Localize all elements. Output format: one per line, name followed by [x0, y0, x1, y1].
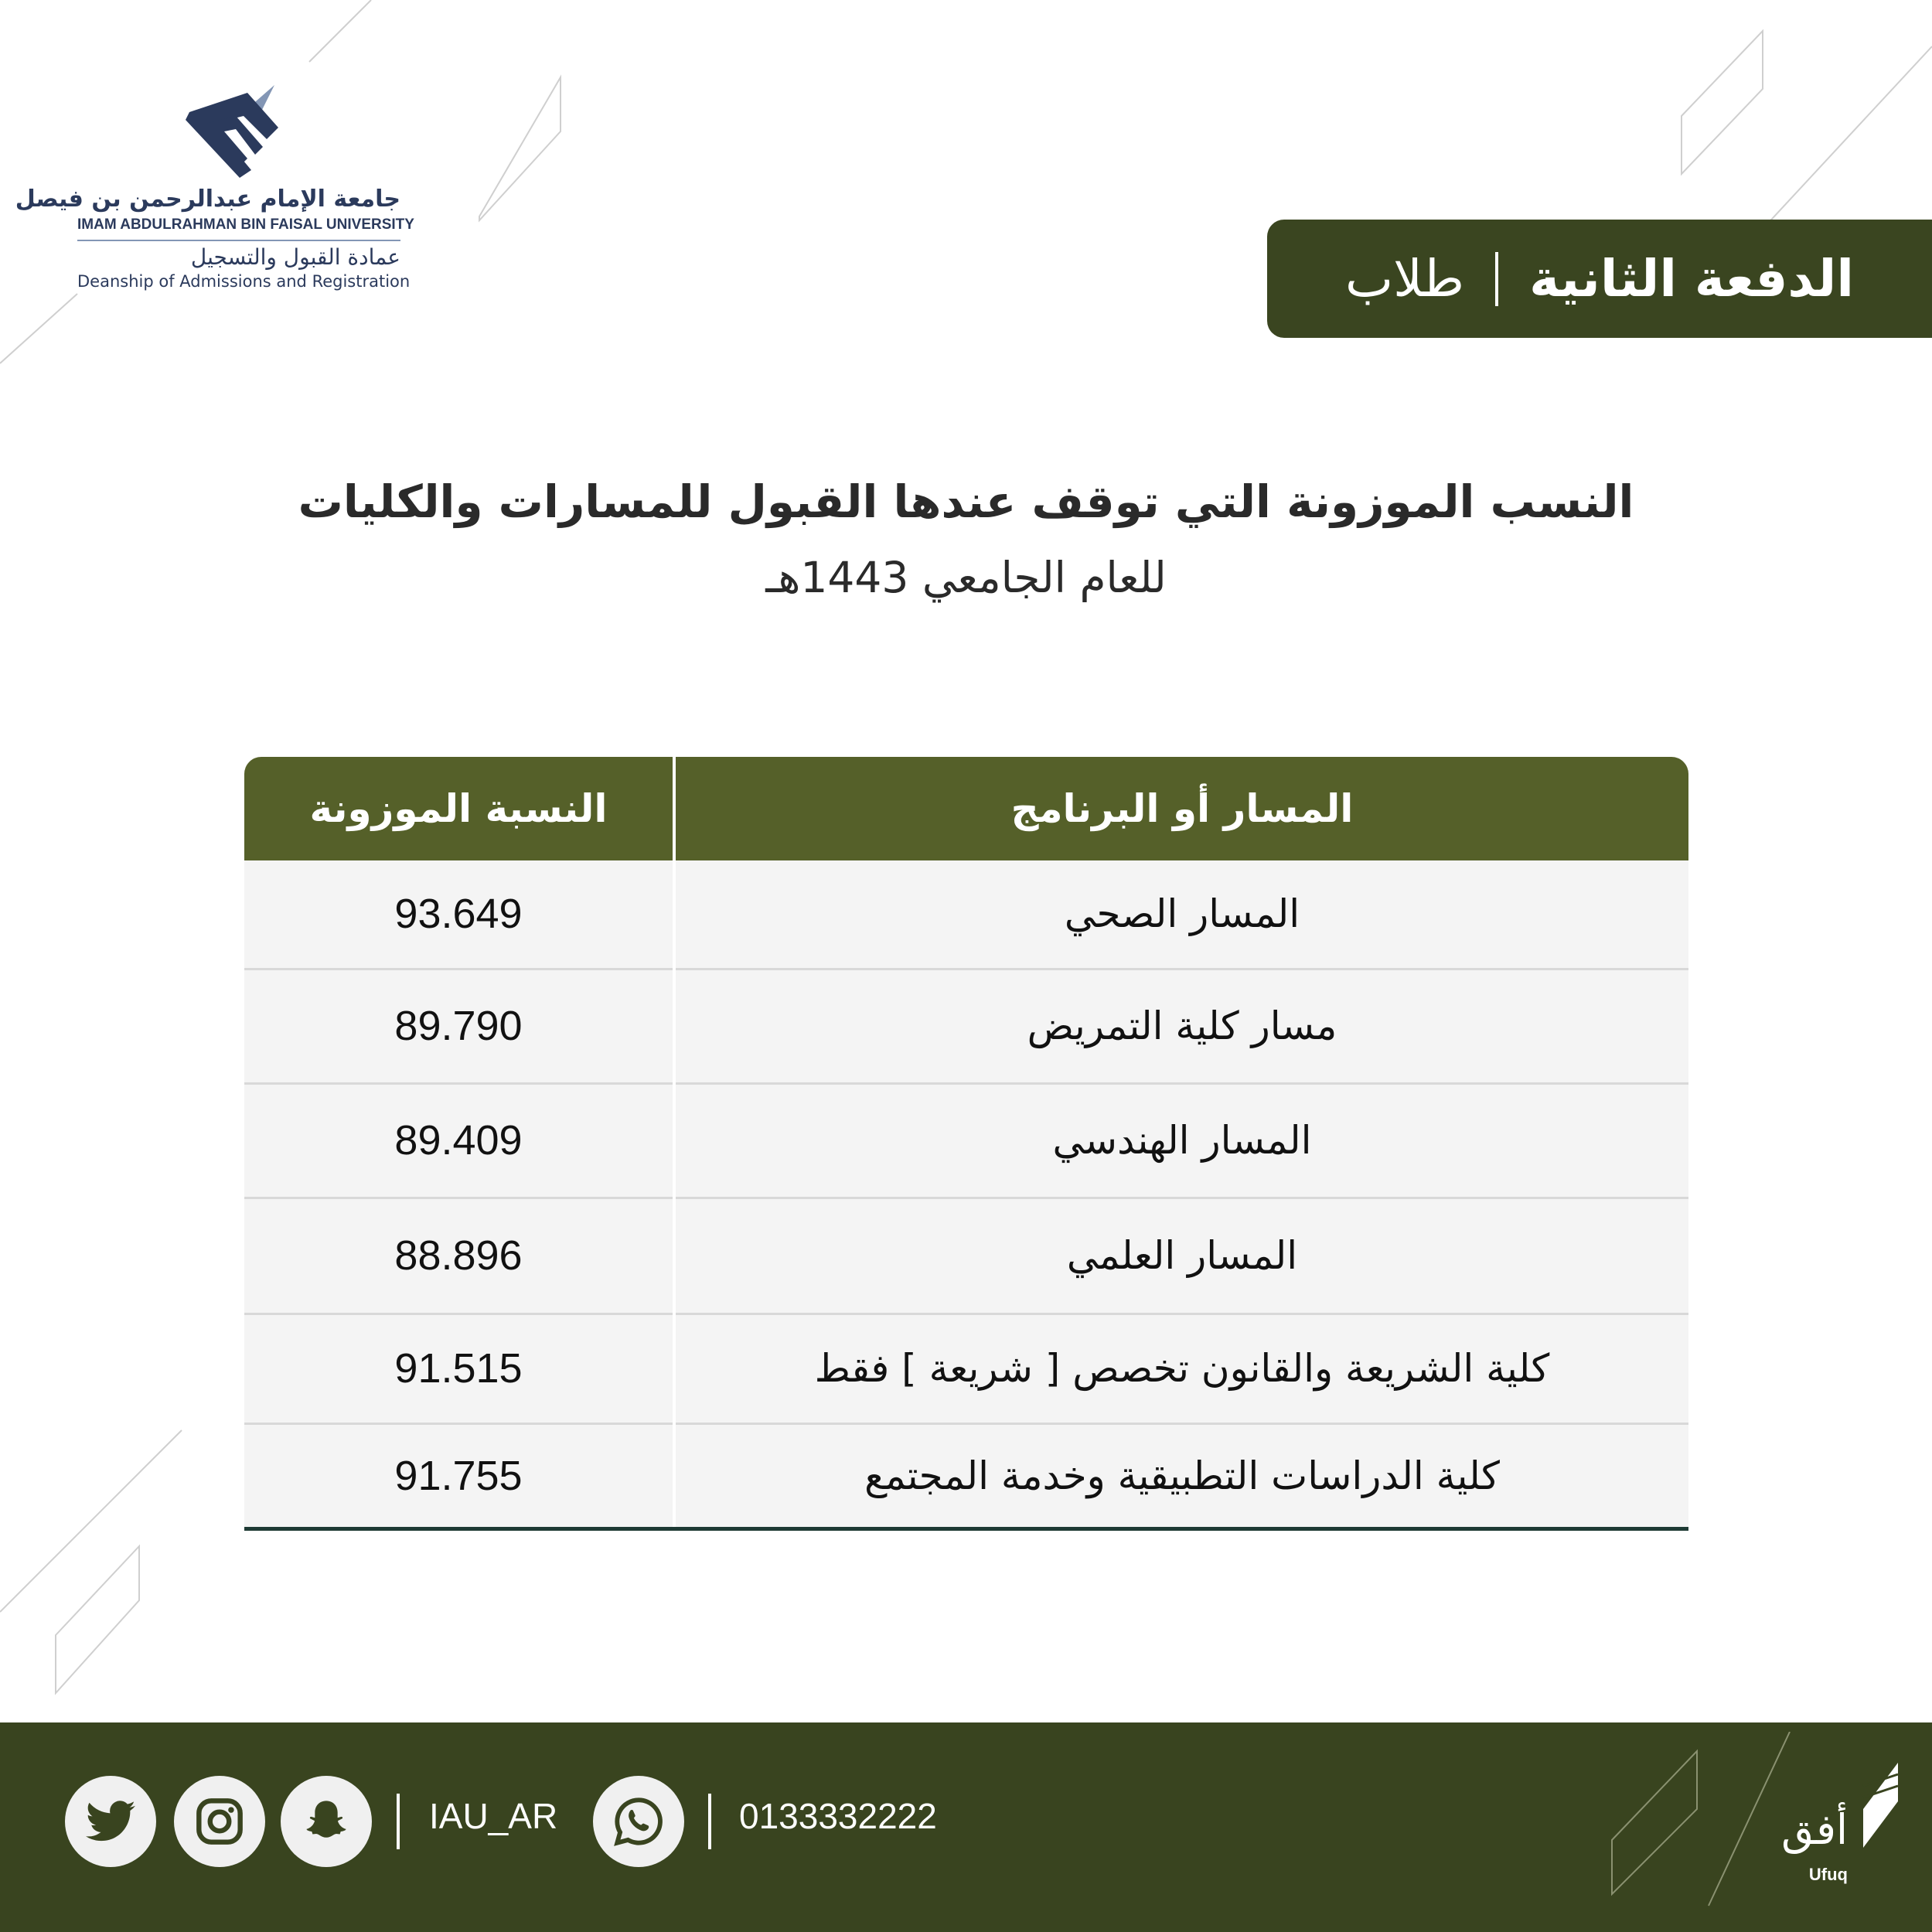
table-row: المسار العلمي 88.896	[244, 1198, 1688, 1315]
instagram-icon[interactable]	[174, 1776, 265, 1867]
logo-dept-arabic: عمادة القبول والتسجيل	[190, 244, 400, 270]
page-title: النسب الموزونة التي توقف عندها القبول لل…	[298, 475, 1634, 528]
program-cell: المسار الصحي	[674, 860, 1688, 970]
group-label: طلاب	[1345, 249, 1465, 308]
score-cell: 91.515	[244, 1314, 676, 1425]
logo-divider	[77, 240, 400, 241]
header-program: المسار أو البرنامج	[674, 757, 1688, 860]
university-emblem-icon	[186, 85, 278, 178]
program-cell: المسار الهندسي	[674, 1083, 1688, 1199]
table-row: المسار الصحي 93.649	[244, 860, 1688, 970]
score-cell: 91.755	[244, 1423, 676, 1531]
ufuq-english: Ufuq	[1808, 1865, 1848, 1884]
program-cell: كلية الدراسات التطبيقية وخدمة المجتمع	[674, 1423, 1688, 1531]
twitter-icon[interactable]	[65, 1776, 156, 1867]
footer-divider	[708, 1794, 711, 1849]
ufuq-emblem-icon	[1862, 1763, 1899, 1848]
program-cell: المسار العلمي	[674, 1198, 1688, 1315]
logo-dept-english: Deanship of Admissions and Registration	[77, 272, 411, 291]
score-cell: 93.649	[244, 860, 676, 970]
page-subtitle: للعام الجامعي 1443هـ	[765, 553, 1167, 602]
header-score: النسبة الموزونة	[244, 757, 676, 860]
table-row: كلية الدراسات التطبيقية وخدمة المجتمع 91.…	[244, 1423, 1688, 1531]
table-row: كلية الشريعة والقانون تخصص [ شريعة ] فقط…	[244, 1314, 1688, 1425]
phone-number[interactable]: 0133332222	[739, 1796, 937, 1836]
batch-label: الدفعة الثانية	[1529, 249, 1854, 308]
footer-divider	[397, 1794, 400, 1849]
program-cell: كلية الشريعة والقانون تخصص [ شريعة ] فقط	[674, 1314, 1688, 1425]
scores-table: المسار أو البرنامج النسبة الموزونة المسا…	[244, 757, 1688, 1531]
batch-badge: الدفعة الثانية طلاب	[1267, 220, 1932, 338]
score-cell: 88.896	[244, 1198, 676, 1315]
snapchat-icon[interactable]	[281, 1776, 372, 1867]
whatsapp-icon[interactable]	[593, 1776, 684, 1867]
table-row: مسار كلية التمريض 89.790	[244, 969, 1688, 1085]
social-handle[interactable]: IAU_AR	[429, 1796, 558, 1836]
ufuq-arabic: أفق	[1781, 1805, 1848, 1854]
logo-english-name: IMAM ABDULRAHMAN BIN FAISAL UNIVERSITY	[77, 216, 414, 233]
score-cell: 89.790	[244, 969, 676, 1085]
footer-decorative-lines	[1611, 1732, 1791, 1906]
table-header-row: المسار أو البرنامج النسبة الموزونة	[244, 757, 1688, 860]
score-cell: 89.409	[244, 1083, 676, 1199]
table-row: المسار الهندسي 89.409	[244, 1083, 1688, 1199]
logo-arabic-name: جامعة الإمام عبدالرحمن بن فيصل	[15, 186, 400, 213]
program-cell: مسار كلية التمريض	[674, 969, 1688, 1085]
badge-separator	[1495, 251, 1499, 306]
